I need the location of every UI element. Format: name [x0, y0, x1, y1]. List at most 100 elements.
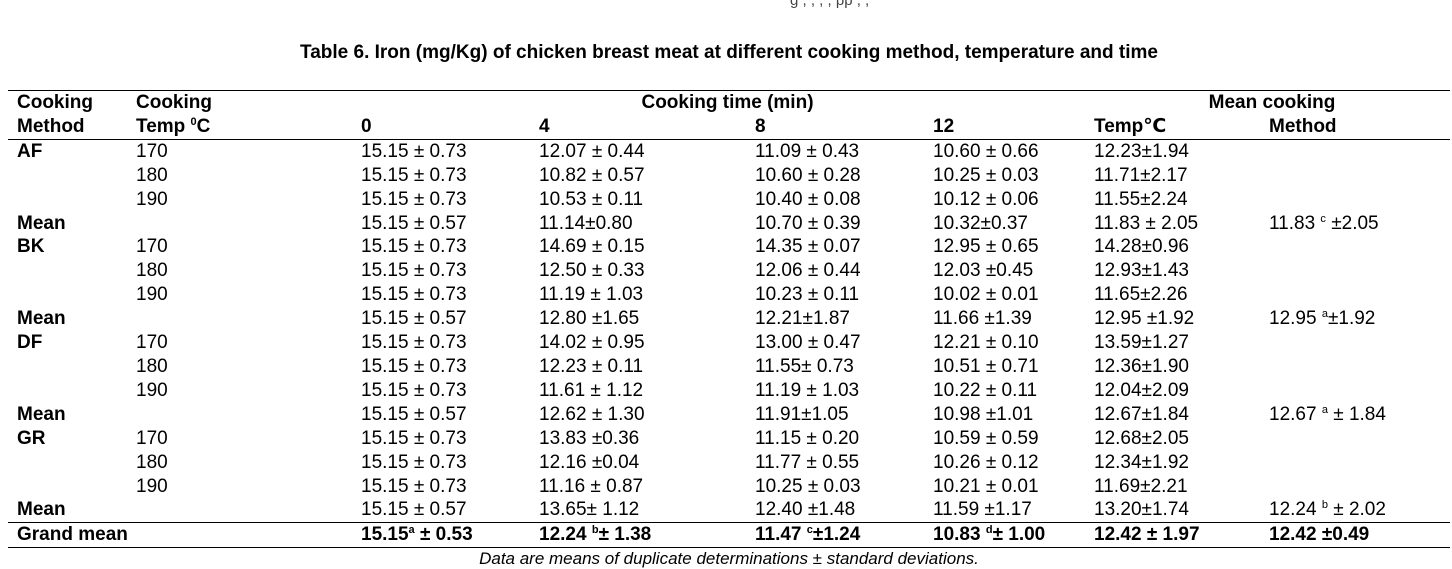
row-time-0: 15.15 ± 0.57 [361, 499, 467, 521]
header-temp: Temp 0C [136, 114, 361, 140]
row-temp-mean: 12.93±1.43 [1094, 260, 1189, 282]
row-time-8: 11.19 ± 1.03 [755, 379, 860, 401]
grand-mean-temp [136, 522, 361, 549]
row-method: Mean [17, 308, 66, 330]
table-row: 190 15.15 ± 0.73 10.53 ± 0.11 10.40 ± 0.08 1… [8, 188, 1450, 212]
row-temp: 180 [136, 164, 168, 186]
row-time-8: 12.21±1.87 [755, 308, 850, 330]
header-mean-method: Method [1269, 114, 1450, 140]
row-time-12: 12.03 ±0.45 [933, 260, 1034, 282]
table-row: AF 170 15.15 ± 0.73 12.07 ± 0.44 11.09 ± 0.4… [8, 139, 1450, 163]
table-row: 190 15.15 ± 0.73 11.16 ± 0.87 10.25 ± 0.03 1… [8, 475, 1450, 499]
row-method: Mean [17, 499, 66, 521]
row-time-8: 10.60 ± 0.28 [755, 164, 861, 186]
row-method-mean: 11.83 c ±2.05 [1269, 212, 1379, 234]
row-time-4: 10.53 ± 0.11 [539, 188, 644, 210]
row-time-0: 15.15 ± 0.73 [361, 427, 467, 449]
header-row-1: Cooking Cooking Cooking time (min) Mean … [8, 89, 1450, 115]
row-method: GR [17, 427, 46, 449]
grand-mean-t12: 10.83 d± 1.00 [933, 522, 1094, 549]
row-time-4: 11.19 ± 1.03 [539, 284, 644, 306]
row-method-mean [1269, 139, 1450, 163]
grand-mean-method-mean: 12.42 ±0.49 [1269, 522, 1450, 549]
row-method-mean [1269, 379, 1450, 403]
header-method: Method [8, 114, 136, 140]
row-time-8: 10.40 ± 0.08 [755, 188, 861, 210]
grand-mean-row: Grand mean 15.15a ± 0.53 12.24 b± 1.38 1… [8, 522, 1450, 549]
grand-mean-t8: 11.47 c±1.24 [755, 522, 933, 549]
row-method-mean: 12.67 a ± 1.84 [1269, 403, 1386, 425]
row-temp-mean: 12.04±2.09 [1094, 379, 1189, 401]
row-time-12: 12.21 ± 0.10 [933, 332, 1039, 354]
row-temp [136, 212, 361, 236]
row-time-12: 10.02 ± 0.01 [933, 284, 1039, 306]
row-time-4: 12.16 ±0.04 [539, 451, 640, 473]
table-row: GR 170 15.15 ± 0.73 13.83 ±0.36 11.15 ± 0.20… [8, 427, 1450, 451]
header-cooking-2: Cooking [136, 89, 361, 115]
grand-mean-t4: 12.24 b± 1.38 [539, 522, 755, 549]
row-temp: 180 [136, 355, 168, 377]
row-temp: 180 [136, 260, 168, 282]
row-time-0: 15.15 ± 0.57 [361, 212, 467, 234]
row-time-12: 10.26 ± 0.12 [933, 451, 1039, 473]
table-row: 190 15.15 ± 0.73 11.19 ± 1.03 10.23 ± 0.11 1… [8, 283, 1450, 307]
iron-table: Cooking Cooking Cooking time (min) Mean … [8, 89, 1450, 549]
row-time-8: 14.35 ± 0.07 [755, 236, 861, 258]
grand-mean-temp-mean: 12.42 ± 1.97 [1094, 522, 1269, 549]
row-method [8, 451, 136, 475]
table-footnote: Data are means of duplicate determinatio… [479, 549, 979, 568]
table-row: 180 15.15 ± 0.73 12.16 ±0.04 11.77 ± 0.55 10… [8, 451, 1450, 475]
row-time-4: 10.82 ± 0.57 [539, 164, 645, 186]
row-time-0: 15.15 ± 0.73 [361, 379, 467, 401]
row-method [8, 379, 136, 403]
row-temp [136, 498, 361, 522]
row-time-0: 15.15 ± 0.73 [361, 332, 467, 354]
row-time-4: 12.23 ± 0.11 [539, 355, 644, 377]
row-temp: 170 [136, 332, 168, 354]
row-method-mean [1269, 451, 1450, 475]
row-method-mean [1269, 188, 1450, 212]
row-time-8: 10.25 ± 0.03 [755, 475, 861, 497]
row-time-4: 11.61 ± 1.12 [539, 379, 644, 401]
row-time-12: 10.59 ± 0.59 [933, 427, 1039, 449]
row-method [8, 188, 136, 212]
row-temp [136, 307, 361, 331]
row-time-8: 11.55± 0.73 [755, 355, 854, 377]
row-time-8: 11.15 ± 0.20 [755, 427, 860, 449]
row-method-mean [1269, 235, 1450, 259]
row-temp-mean: 13.20±1.74 [1094, 499, 1189, 521]
header-row-2: Method Temp 0C 0 4 8 12 Temp℃ Method [8, 114, 1450, 140]
row-time-12: 10.12 ± 0.06 [933, 188, 1039, 210]
row-temp: 190 [136, 188, 168, 210]
row-temp-mean: 13.59±1.27 [1094, 332, 1189, 354]
row-time-8: 11.91±1.05 [755, 403, 849, 425]
row-time-0: 15.15 ± 0.73 [361, 140, 467, 162]
table-row: Mean 15.15 ± 0.57 13.65± 1.12 12.40 ±1.48 11… [8, 498, 1450, 522]
row-temp-mean: 12.36±1.90 [1094, 355, 1189, 377]
row-time-4: 11.14±0.80 [539, 212, 633, 234]
table-row: DF 170 15.15 ± 0.73 14.02 ± 0.95 13.00 ± 0.4… [8, 331, 1450, 355]
row-time-4: 12.50 ± 0.33 [539, 260, 645, 282]
header-time-12: 12 [933, 114, 1094, 140]
row-time-12: 11.59 ±1.17 [933, 499, 1032, 521]
header-mean-temp: Temp℃ [1094, 114, 1269, 140]
row-method [8, 259, 136, 283]
row-time-0: 15.15 ± 0.73 [361, 355, 467, 377]
table-row: BK 170 15.15 ± 0.73 14.69 ± 0.15 14.35 ± 0.0… [8, 235, 1450, 259]
row-time-8: 12.06 ± 0.44 [755, 260, 861, 282]
row-method-mean: 12.24 b ± 2.02 [1269, 499, 1386, 521]
row-method: Mean [17, 212, 66, 234]
row-time-0: 15.15 ± 0.73 [361, 284, 467, 306]
row-time-12: 10.51 ± 0.71 [933, 355, 1039, 377]
header-time-0: 0 [361, 114, 539, 140]
row-temp: 180 [136, 451, 168, 473]
row-temp-mean: 11.83 ± 2.05 [1094, 212, 1199, 234]
row-time-8: 13.00 ± 0.47 [755, 332, 861, 354]
page-header-fragment: g , , , , pp , , [790, 0, 870, 9]
table-row: 180 15.15 ± 0.73 12.23 ± 0.11 11.55± 0.73 10… [8, 355, 1450, 379]
table-row: 180 15.15 ± 0.73 12.50 ± 0.33 12.06 ± 0.44 1… [8, 259, 1450, 283]
row-method-mean: 12.95 a±1.92 [1269, 308, 1376, 330]
row-method [8, 283, 136, 307]
row-temp-mean: 12.34±1.92 [1094, 451, 1189, 473]
table-title: Table 6. Iron (mg/Kg) of chicken breast … [300, 42, 1158, 63]
